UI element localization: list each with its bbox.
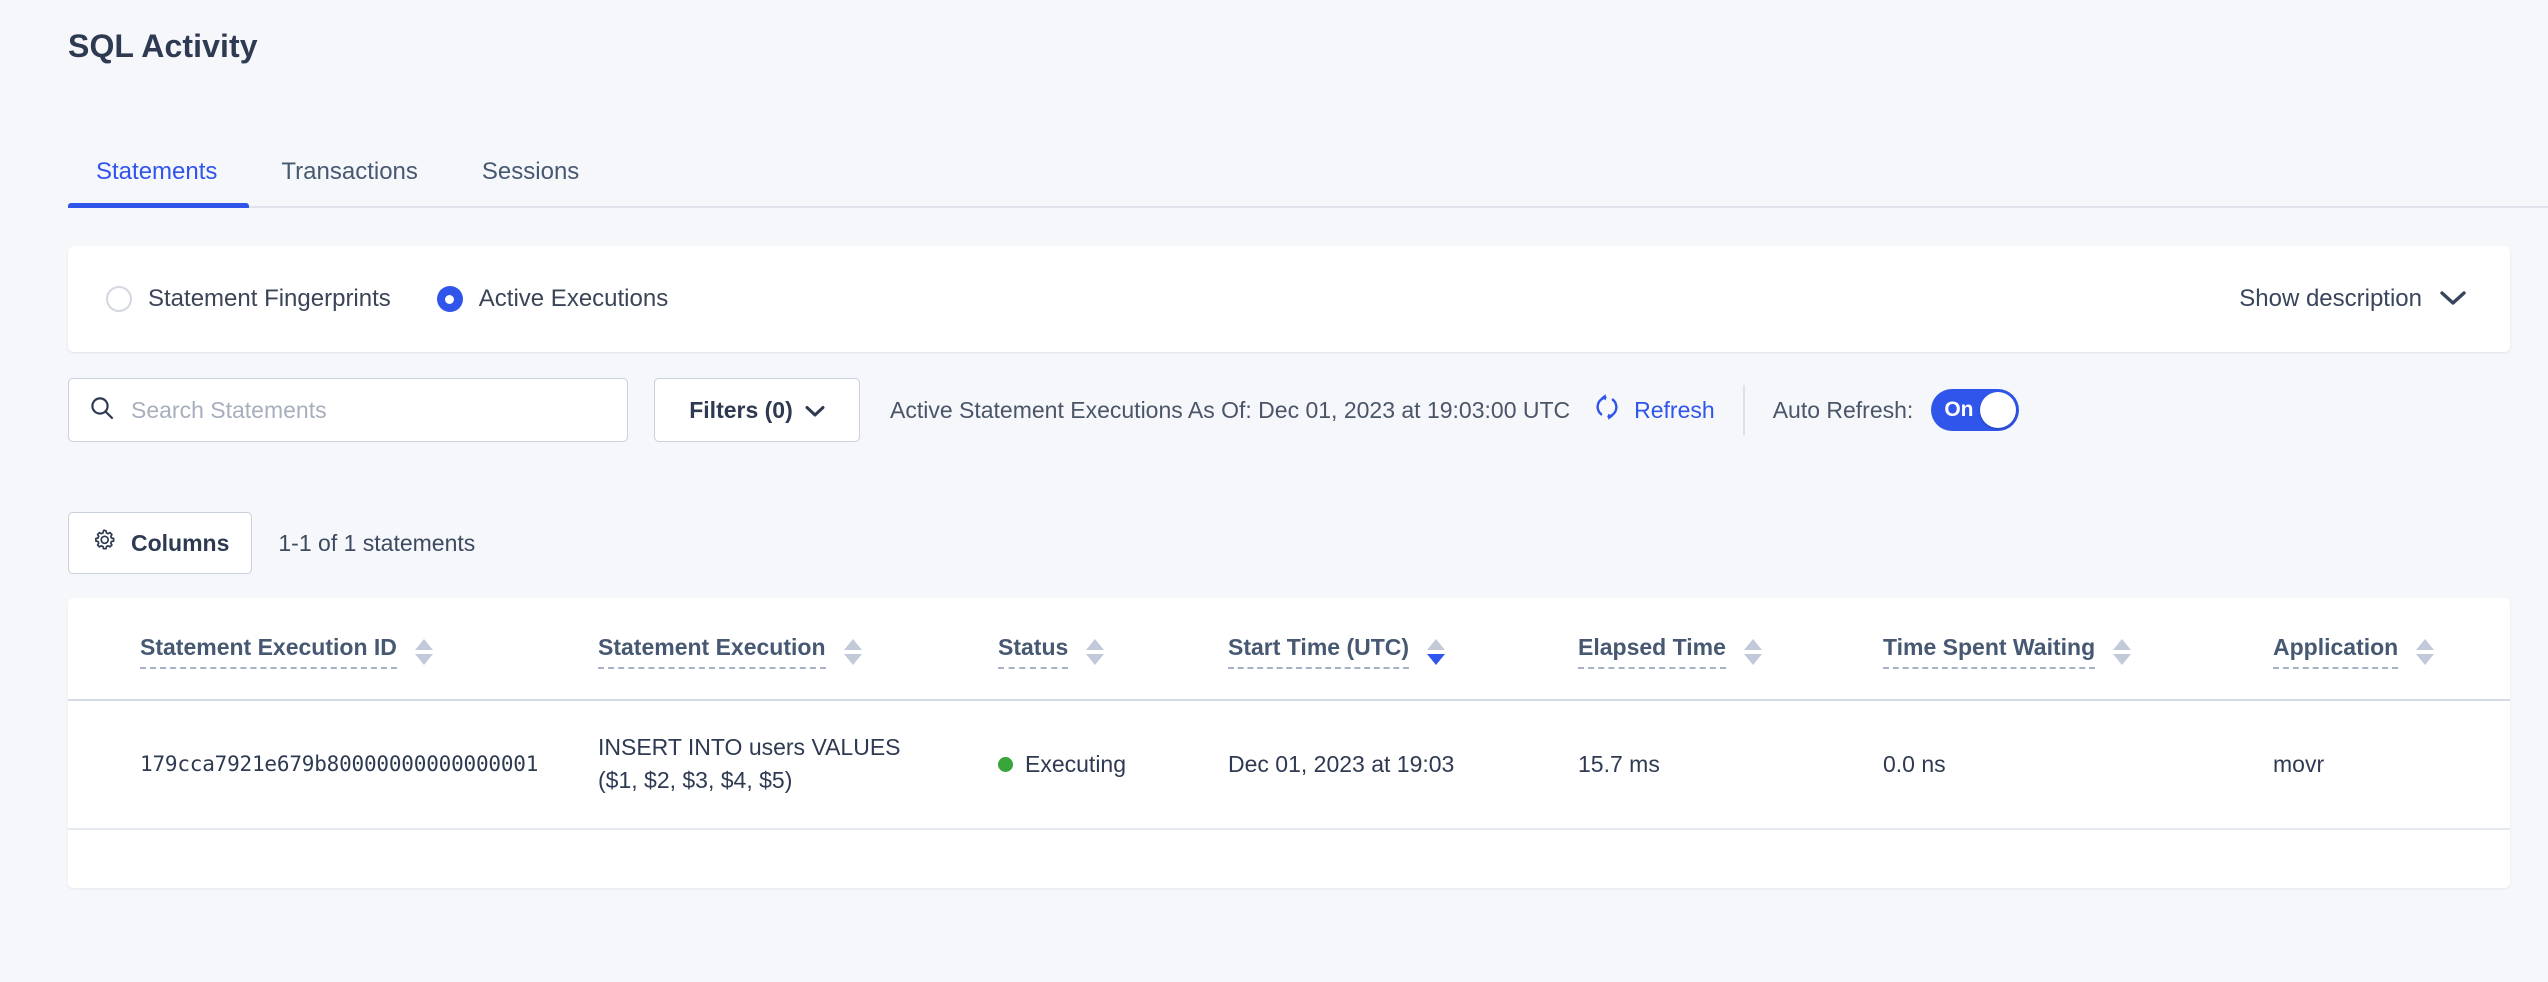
column-header-label[interactable]: Statement Execution (598, 634, 826, 669)
column-header-label[interactable]: Time Spent Waiting (1883, 634, 2096, 669)
radio-checked-icon (436, 286, 463, 312)
auto-refresh-state-label: On (1944, 398, 1974, 421)
sort-descending-icon (2416, 653, 2435, 665)
sort-descending-icon (414, 653, 433, 665)
radio-unchecked-icon (106, 286, 132, 312)
sort-arrows-icon[interactable] (2113, 638, 2132, 665)
tab-bar: Statements Transactions Sessions (0, 128, 2548, 208)
sort-arrows-icon[interactable] (1086, 638, 1105, 665)
column-header-label[interactable]: Statement Execution ID (140, 634, 397, 669)
refresh-label: Refresh (1634, 396, 1715, 423)
column-header-time-spent-waiting[interactable]: Time Spent Waiting (1883, 598, 2273, 701)
tab-bar-divider (68, 206, 2548, 208)
column-header-label[interactable]: Status (998, 634, 1069, 669)
show-description-label: Show description (2239, 285, 2422, 312)
view-radio-group: Statement Fingerprints Active Executions (106, 285, 668, 313)
search-icon (89, 395, 115, 426)
column-header-label[interactable]: Elapsed Time (1578, 634, 1726, 669)
cell-status: Executing (998, 700, 1228, 830)
radio-active-executions[interactable]: Active Executions (436, 285, 669, 313)
as-of-text: Active Statement Executions As Of: Dec 0… (890, 396, 1571, 423)
column-header-start-time[interactable]: Start Time (UTC) (1228, 598, 1578, 701)
view-selector-card: Statement Fingerprints Active Executions… (68, 246, 2510, 352)
radio-statement-fingerprints-label: Statement Fingerprints (148, 285, 391, 312)
table-header-row: Statement Execution ID Statement Executi… (68, 598, 2510, 701)
column-header-statement-execution-id[interactable]: Statement Execution ID (68, 598, 598, 701)
radio-statement-fingerprints[interactable]: Statement Fingerprints (106, 285, 391, 313)
search-input[interactable] (131, 396, 607, 424)
statements-table-card: Statement Execution ID Statement Executi… (68, 598, 2510, 888)
tab-statements-label: Statements (96, 158, 218, 185)
cell-application: movr (2273, 700, 2510, 830)
result-count-text: 1-1 of 1 statements (278, 529, 476, 556)
sort-ascending-icon (843, 638, 862, 650)
sort-ascending-icon (2416, 638, 2435, 650)
columns-button-label: Columns (131, 529, 230, 556)
tab-sessions[interactable]: Sessions (450, 158, 611, 208)
sort-descending-icon (1086, 653, 1105, 665)
auto-refresh-control: Auto Refresh: On (1773, 389, 2020, 431)
sort-arrows-icon[interactable] (1427, 638, 1446, 665)
auto-refresh-label: Auto Refresh: (1772, 396, 1914, 423)
gear-icon (91, 527, 117, 559)
sort-descending-icon (2113, 653, 2132, 665)
column-header-application[interactable]: Application (2273, 598, 2510, 701)
toolbar-divider (1742, 385, 1745, 435)
columns-row: Columns 1-1 of 1 statements (68, 512, 475, 574)
tab-transactions[interactable]: Transactions (249, 158, 450, 208)
filters-button[interactable]: Filters (0) (654, 378, 860, 442)
table-header: Statement Execution ID Statement Executi… (68, 598, 2510, 701)
table-body: 179cca7921e679b80000000000000001 INSERT … (68, 700, 2510, 830)
sort-ascending-icon (414, 638, 433, 650)
tab-sessions-label: Sessions (481, 158, 580, 185)
column-header-label[interactable]: Application (2273, 634, 2399, 669)
columns-button[interactable]: Columns (68, 512, 253, 574)
refresh-icon (1592, 392, 1622, 428)
page-title: SQL Activity (68, 28, 258, 64)
show-description-toggle[interactable]: Show description (2239, 285, 2472, 313)
status-dot-icon (998, 756, 1013, 772)
sort-descending-icon (1427, 653, 1446, 665)
auto-refresh-toggle[interactable]: On (1931, 389, 2020, 431)
refresh-button[interactable]: Refresh (1592, 392, 1715, 428)
sort-arrows-icon[interactable] (843, 638, 862, 665)
cell-start-time: Dec 01, 2023 at 19:03 (1228, 700, 1578, 830)
column-header-status[interactable]: Status (998, 598, 1228, 701)
sort-descending-icon (843, 653, 862, 665)
filters-button-label: Filters (0) (689, 396, 793, 423)
tab-statements[interactable]: Statements (68, 158, 250, 208)
column-header-elapsed-time[interactable]: Elapsed Time (1578, 598, 1883, 701)
toggle-knob (1980, 392, 2017, 428)
column-header-statement-execution[interactable]: Statement Execution (598, 598, 998, 701)
statements-toolbar: Filters (0) Active Statement Executions … (68, 378, 2510, 442)
sort-descending-icon (1743, 653, 1762, 665)
chevron-down-icon (805, 397, 825, 424)
cell-time-spent-waiting: 0.0 ns (1883, 700, 2273, 830)
chevron-down-icon (2440, 285, 2466, 313)
sort-arrows-icon[interactable] (2416, 638, 2435, 665)
search-box[interactable] (68, 378, 628, 442)
sort-ascending-icon (2113, 638, 2132, 650)
table-row[interactable]: 179cca7921e679b80000000000000001 INSERT … (68, 700, 2510, 830)
sort-ascending-icon (1427, 638, 1446, 650)
cell-statement[interactable]: INSERT INTO users VALUES ($1, $2, $3, $4… (598, 700, 998, 830)
radio-active-executions-label: Active Executions (478, 285, 669, 312)
status-label: Executing (1025, 750, 1127, 777)
cell-elapsed-time: 15.7 ms (1578, 700, 1883, 830)
tab-transactions-label: Transactions (281, 158, 418, 185)
tab-list: Statements Transactions Sessions (68, 158, 611, 208)
cell-execution-id: 179cca7921e679b80000000000000001 (68, 700, 598, 830)
sort-arrows-icon[interactable] (1743, 638, 1762, 665)
sort-ascending-icon (1086, 638, 1105, 650)
statements-table: Statement Execution ID Statement Executi… (68, 598, 2510, 830)
sort-ascending-icon (1743, 638, 1762, 650)
column-header-label[interactable]: Start Time (UTC) (1228, 634, 1410, 669)
sort-arrows-icon[interactable] (414, 638, 433, 665)
